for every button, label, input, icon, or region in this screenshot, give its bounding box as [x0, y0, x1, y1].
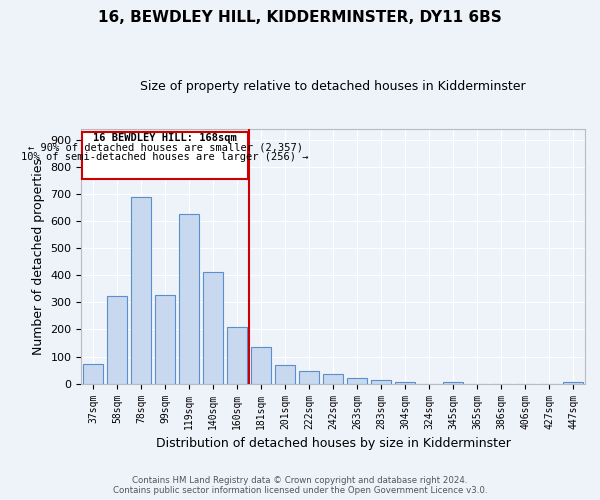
Bar	[203, 272, 223, 384]
Bar	[82, 132, 248, 179]
Text: 16, BEWDLEY HILL, KIDDERMINSTER, DY11 6BS: 16, BEWDLEY HILL, KIDDERMINSTER, DY11 6B…	[98, 10, 502, 25]
Bar	[251, 347, 271, 384]
Bar	[371, 380, 391, 384]
Bar	[323, 374, 343, 384]
Bar	[131, 197, 151, 384]
X-axis label: Distribution of detached houses by size in Kidderminster: Distribution of detached houses by size …	[155, 437, 511, 450]
Bar	[563, 382, 583, 384]
Text: 10% of semi-detached houses are larger (256) →: 10% of semi-detached houses are larger (…	[22, 152, 309, 162]
Bar	[347, 378, 367, 384]
Bar	[107, 296, 127, 384]
Title: Size of property relative to detached houses in Kidderminster: Size of property relative to detached ho…	[140, 80, 526, 93]
Bar	[179, 214, 199, 384]
Bar	[299, 370, 319, 384]
Y-axis label: Number of detached properties: Number of detached properties	[32, 158, 45, 355]
Bar	[275, 364, 295, 384]
Text: Contains HM Land Registry data © Crown copyright and database right 2024.
Contai: Contains HM Land Registry data © Crown c…	[113, 476, 487, 495]
Text: 16 BEWDLEY HILL: 168sqm: 16 BEWDLEY HILL: 168sqm	[94, 134, 237, 143]
Bar	[83, 364, 103, 384]
Bar	[155, 295, 175, 384]
Bar	[395, 382, 415, 384]
Bar	[443, 382, 463, 384]
Bar	[227, 327, 247, 384]
Text: ← 90% of detached houses are smaller (2,357): ← 90% of detached houses are smaller (2,…	[28, 143, 303, 153]
